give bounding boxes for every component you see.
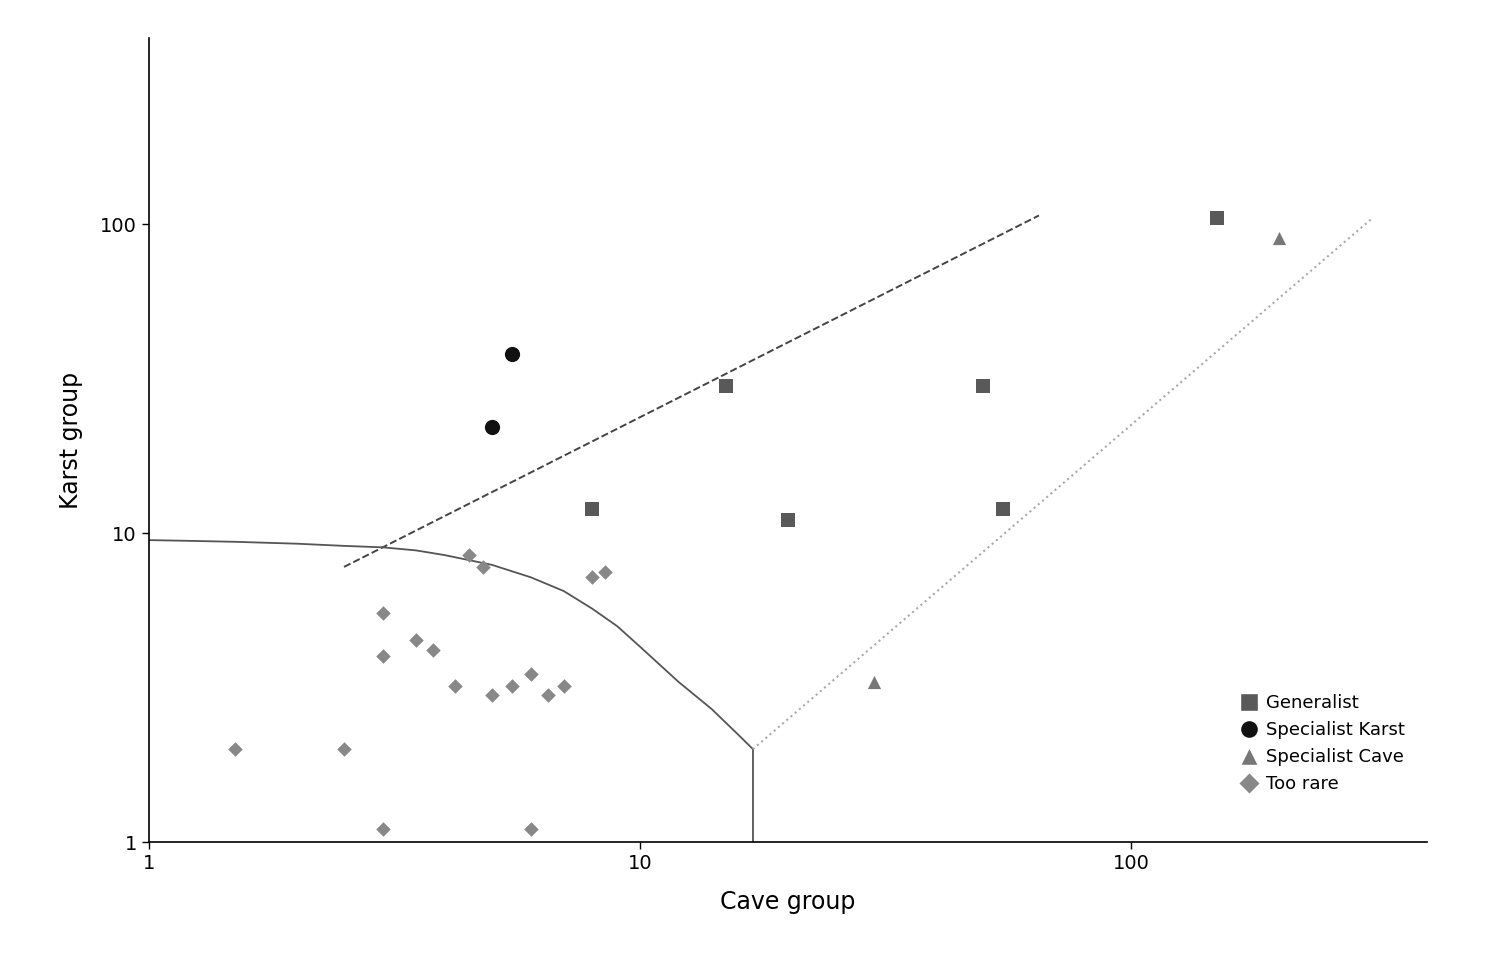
Point: [715, 378, 739, 393]
Point: [580, 569, 603, 585]
Point: [404, 633, 428, 648]
Point: [333, 742, 357, 757]
Point: [1205, 211, 1229, 226]
Point: [991, 501, 1015, 517]
Legend: Generalist, Specialist Karst, Specialist Cave, Too rare: Generalist, Specialist Karst, Specialist…: [1244, 694, 1404, 793]
Point: [593, 565, 617, 580]
Point: [972, 378, 996, 393]
Point: [372, 606, 395, 621]
Point: [458, 547, 481, 563]
Point: [580, 501, 603, 517]
Point: [519, 822, 542, 837]
Point: [443, 679, 467, 694]
Point: [480, 687, 504, 702]
X-axis label: Cave group: Cave group: [719, 890, 856, 914]
Point: [480, 420, 504, 435]
Point: [471, 559, 495, 574]
Point: [536, 687, 560, 702]
Point: [372, 649, 395, 664]
Y-axis label: Karst group: Karst group: [59, 371, 83, 509]
Point: [776, 513, 799, 528]
Point: [422, 642, 446, 657]
Point: [551, 679, 575, 694]
Point: [862, 675, 886, 690]
Point: [519, 666, 542, 681]
Point: [501, 679, 525, 694]
Point: [372, 822, 395, 837]
Point: [1268, 231, 1291, 246]
Point: [501, 346, 525, 362]
Point: [223, 742, 247, 757]
